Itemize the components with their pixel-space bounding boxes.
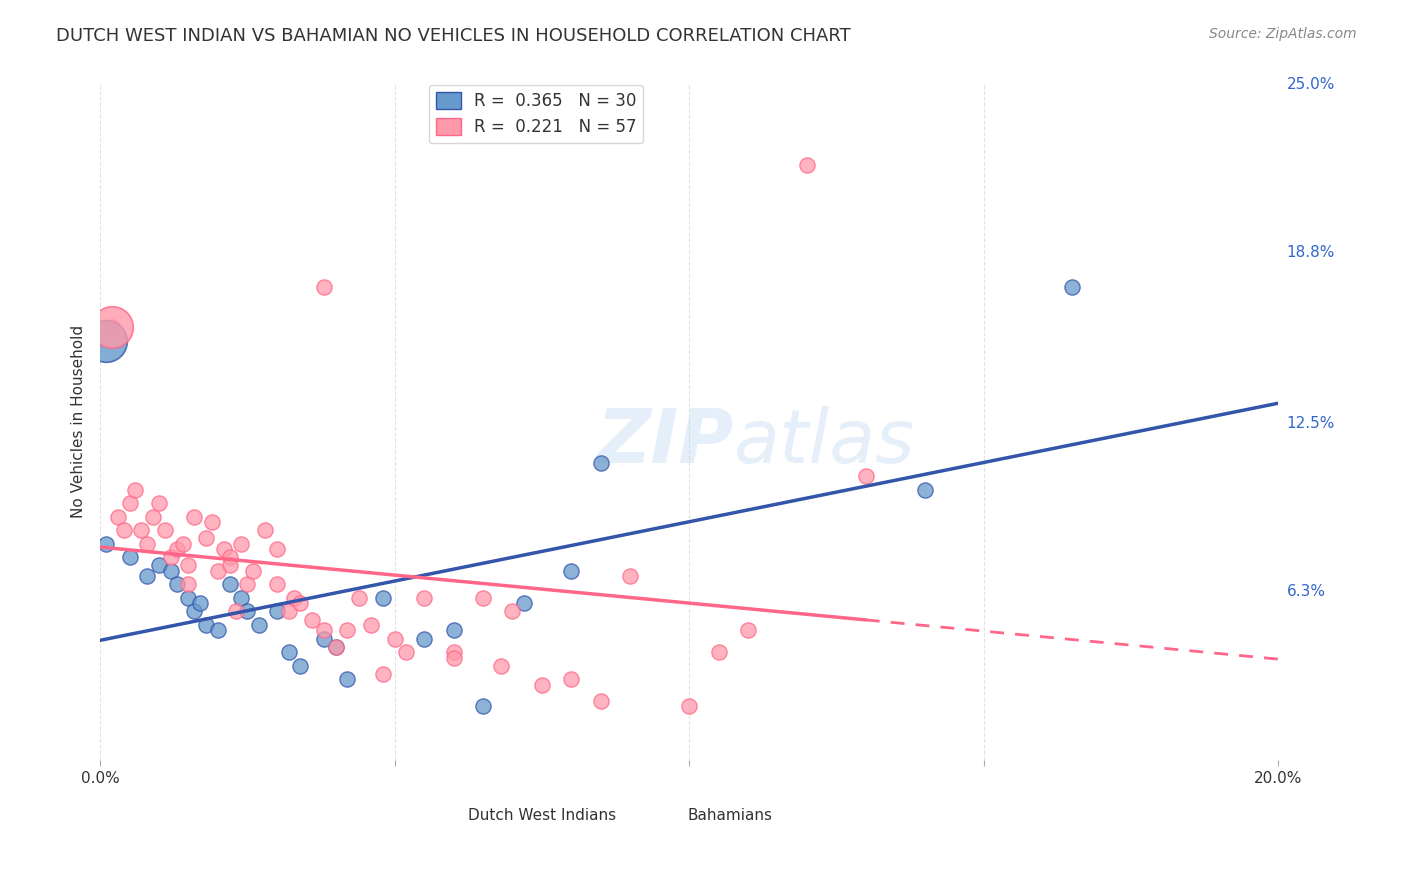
- Point: [1060, 279, 1083, 293]
- Point: [325, 640, 347, 654]
- Point: [489, 658, 512, 673]
- Point: [796, 158, 818, 172]
- Point: [384, 632, 406, 646]
- Point: [471, 591, 494, 605]
- Point: [218, 558, 240, 573]
- Point: [395, 645, 418, 659]
- Point: [136, 537, 159, 551]
- Point: [218, 550, 240, 565]
- Point: [443, 650, 465, 665]
- Point: [560, 564, 582, 578]
- Point: [290, 596, 312, 610]
- Text: DUTCH WEST INDIAN VS BAHAMIAN NO VEHICLES IN HOUSEHOLD CORRELATION CHART: DUTCH WEST INDIAN VS BAHAMIAN NO VEHICLE…: [56, 27, 851, 45]
- Point: [101, 320, 124, 334]
- Text: Source: ZipAtlas.com: Source: ZipAtlas.com: [1209, 27, 1357, 41]
- Point: [513, 596, 536, 610]
- Point: [312, 632, 335, 646]
- Point: [914, 483, 936, 497]
- Point: [236, 577, 259, 591]
- Point: [195, 532, 218, 546]
- Point: [94, 334, 117, 348]
- Point: [159, 550, 181, 565]
- Text: ZIP: ZIP: [598, 406, 734, 479]
- Point: [166, 577, 188, 591]
- Point: [177, 558, 200, 573]
- Point: [312, 624, 335, 638]
- Point: [471, 699, 494, 714]
- Point: [301, 613, 323, 627]
- Y-axis label: No Vehicles in Household: No Vehicles in Household: [72, 326, 86, 518]
- Point: [266, 542, 288, 557]
- Point: [212, 542, 235, 557]
- Point: [225, 605, 247, 619]
- Text: Bahamians: Bahamians: [688, 808, 773, 822]
- Point: [349, 591, 371, 605]
- Point: [183, 509, 205, 524]
- Point: [207, 624, 229, 638]
- Point: [153, 523, 176, 537]
- Point: [325, 640, 347, 654]
- Point: [277, 605, 299, 619]
- Point: [855, 469, 877, 483]
- Point: [118, 496, 141, 510]
- Point: [266, 577, 288, 591]
- Point: [201, 515, 224, 529]
- Point: [443, 624, 465, 638]
- Point: [124, 483, 146, 497]
- Point: [336, 672, 359, 686]
- Point: [159, 564, 181, 578]
- Point: [142, 509, 165, 524]
- Point: [131, 523, 153, 537]
- Point: [107, 509, 129, 524]
- Point: [707, 645, 730, 659]
- Point: [231, 591, 253, 605]
- Point: [94, 537, 117, 551]
- Point: [413, 632, 436, 646]
- Point: [501, 605, 523, 619]
- Point: [371, 591, 394, 605]
- Point: [218, 577, 240, 591]
- Point: [188, 596, 211, 610]
- Point: [530, 677, 553, 691]
- Point: [266, 605, 288, 619]
- Point: [231, 537, 253, 551]
- Point: [242, 564, 264, 578]
- Point: [678, 699, 700, 714]
- Text: Dutch West Indians: Dutch West Indians: [468, 808, 616, 822]
- Point: [207, 564, 229, 578]
- Point: [177, 591, 200, 605]
- Point: [283, 591, 305, 605]
- Point: [277, 645, 299, 659]
- Point: [136, 569, 159, 583]
- Point: [183, 605, 205, 619]
- Point: [101, 320, 124, 334]
- Point: [195, 618, 218, 632]
- Point: [371, 666, 394, 681]
- Point: [148, 496, 170, 510]
- Point: [589, 456, 612, 470]
- Point: [172, 537, 194, 551]
- Text: atlas: atlas: [734, 406, 915, 478]
- Point: [254, 523, 277, 537]
- Point: [560, 672, 582, 686]
- Point: [112, 523, 135, 537]
- Point: [177, 577, 200, 591]
- Point: [443, 645, 465, 659]
- Point: [413, 591, 436, 605]
- Legend: R =  0.365   N = 30, R =  0.221   N = 57: R = 0.365 N = 30, R = 0.221 N = 57: [429, 85, 643, 143]
- Point: [589, 694, 612, 708]
- Point: [166, 542, 188, 557]
- Point: [236, 605, 259, 619]
- Point: [312, 279, 335, 293]
- Point: [148, 558, 170, 573]
- Point: [118, 550, 141, 565]
- Point: [336, 624, 359, 638]
- Point: [247, 618, 270, 632]
- Point: [290, 658, 312, 673]
- Point: [619, 569, 641, 583]
- Point: [737, 624, 759, 638]
- Point: [360, 618, 382, 632]
